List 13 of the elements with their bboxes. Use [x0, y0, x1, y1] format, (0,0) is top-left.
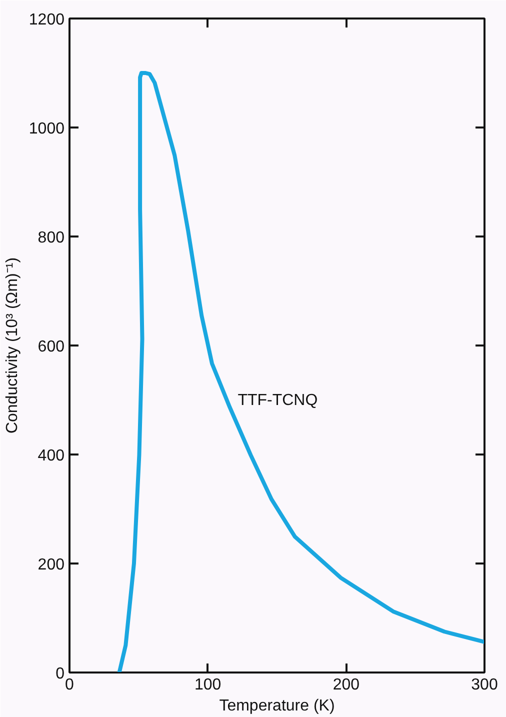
y-tick-label: 1000 [28, 120, 65, 138]
x-tick-label: 300 [471, 676, 498, 694]
x-tick-label: 100 [194, 676, 222, 694]
y-tick-label: 0 [56, 666, 65, 682]
y-tick-label: 400 [38, 448, 65, 464]
y-axis-title: Conductivity (10³ (Ωm)⁻¹) [4, 257, 21, 434]
series-label: TTF-TCNQ [238, 392, 318, 410]
y-tick-label: 1200 [28, 12, 65, 28]
y-tick-label: 600 [38, 338, 65, 356]
x-axis-title: Temperature (K) [219, 698, 335, 714]
y-tick-label: 200 [38, 556, 65, 574]
x-tick-label: 200 [332, 676, 360, 694]
y-tick-label: 800 [38, 230, 65, 246]
